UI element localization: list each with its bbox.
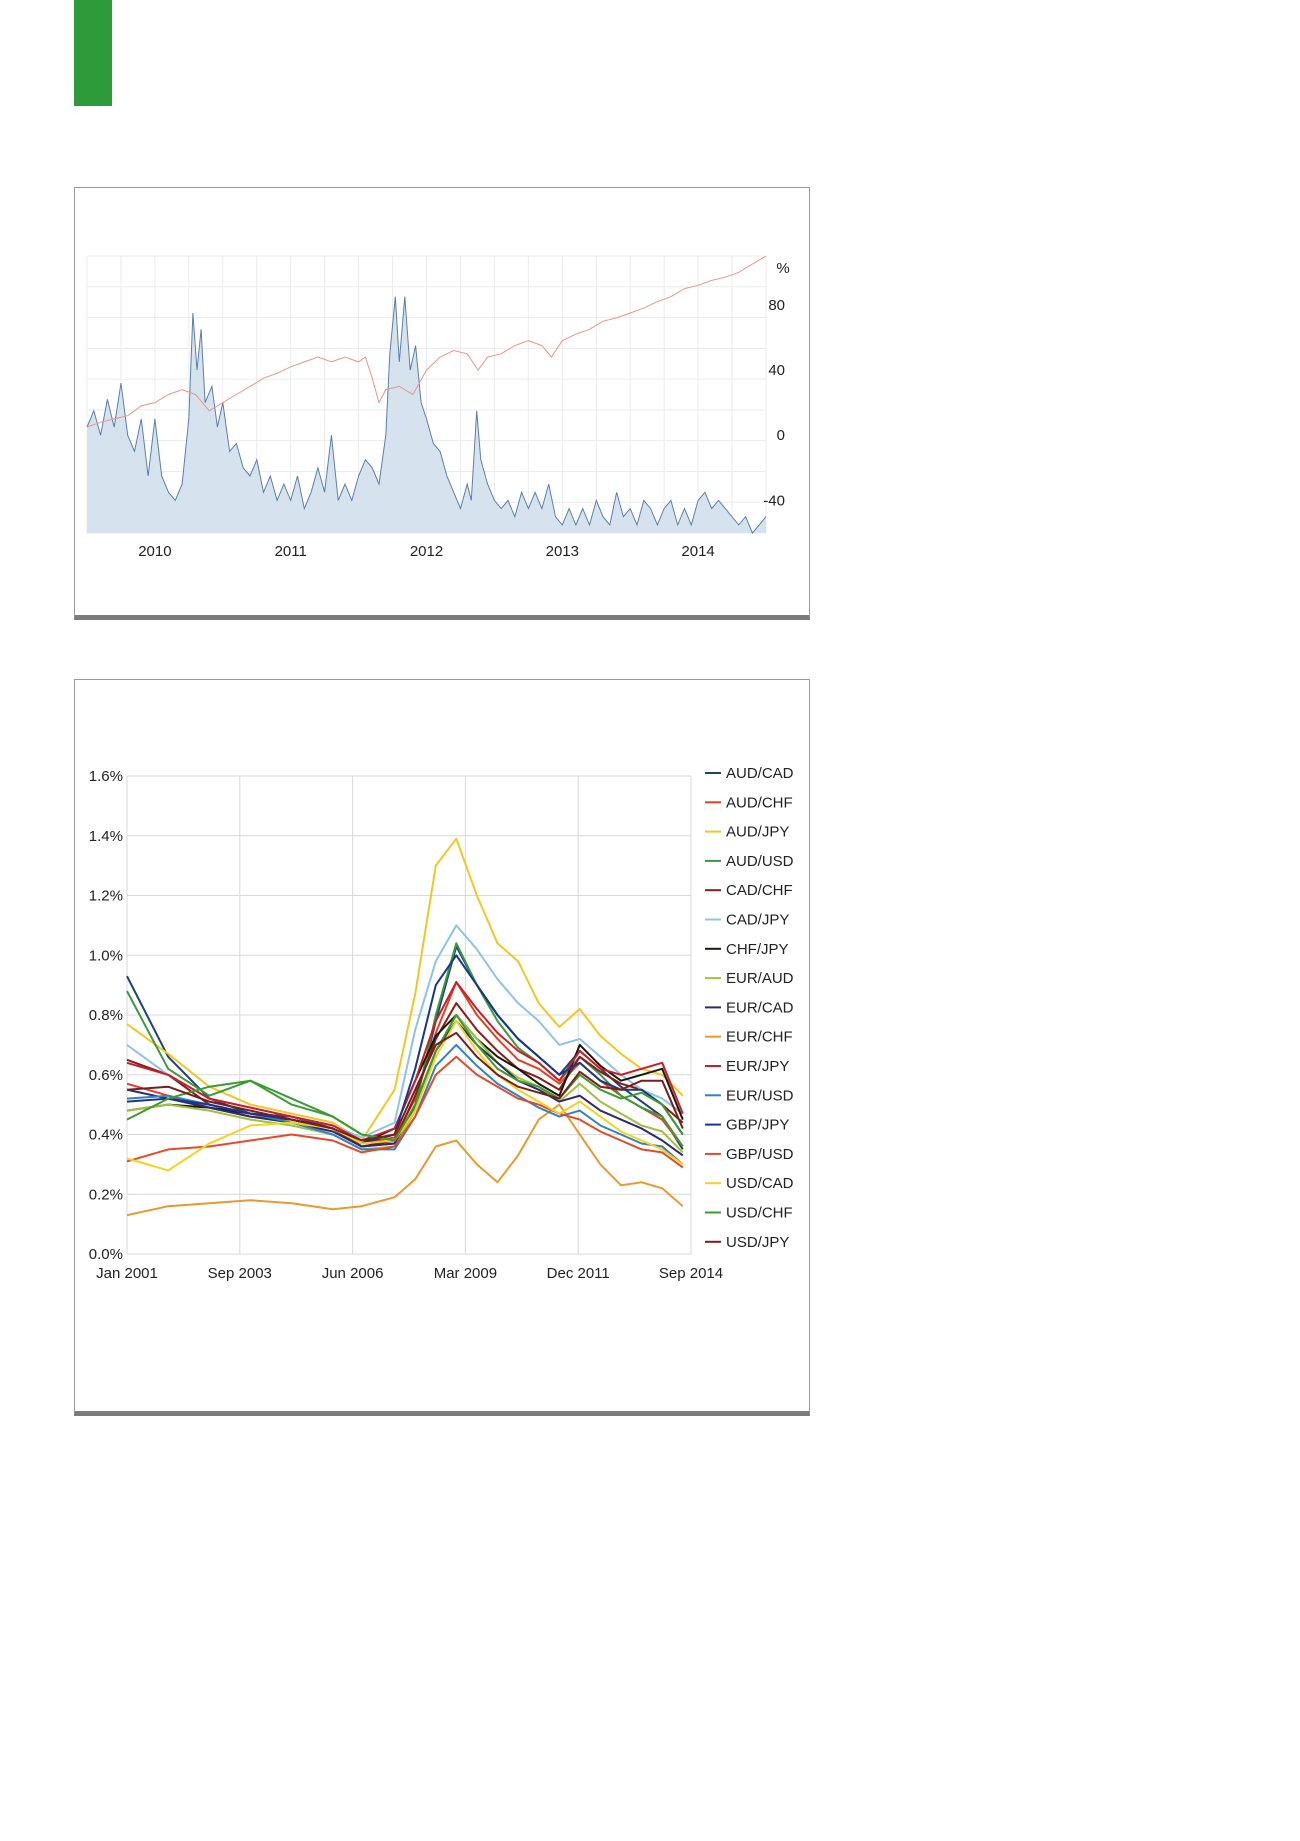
legend-label: AUD/USD [726,853,794,870]
area-series-line [86,296,767,534]
line-series [86,255,767,428]
x-tick-label: Mar 2009 [434,1265,497,1282]
y-tick-label: 1.4% [89,828,123,845]
legend-label: GBP/USD [726,1146,794,1163]
top-chart: % 80 40 0 -40 2010 2011 2012 2013 2014 [86,255,790,560]
y-tick-label: 1.2% [89,888,123,905]
series-line-eur-cad [126,1020,684,1157]
legend-label: EUR/CHF [726,1029,793,1046]
series-line-gbp-jpy [126,954,684,1145]
top-y-ticks: % 80 40 0 -40 [763,260,789,509]
legend: AUD/CAD AUD/CHF AUD/JPY AUD/USD CAD/CHF CAD/J… [705,765,794,1251]
legend-label: USD/CAD [726,1175,794,1192]
x-tick-label: 2010 [138,543,171,560]
legend-label: GBP/JPY [726,1117,789,1134]
series-line-usd-jpy [126,1031,684,1142]
legend-label: EUR/CAD [726,999,794,1016]
series-line-eur-jpy [126,981,684,1142]
bottom-grid [126,775,692,1255]
y-tick-label: 80 [768,297,785,314]
series-lines [126,837,684,1217]
legend-label: AUD/CAD [726,765,794,782]
series-line-gbp-usd [126,1055,684,1169]
legend-label: CAD/CHF [726,882,793,899]
top-chart-panel: % 80 40 0 -40 2010 2011 2012 2013 2014 [74,187,810,620]
x-tick-label: Sep 2003 [208,1265,272,1282]
series-line-eur-aud [126,1014,684,1154]
legend-label: USD/CHF [726,1205,793,1222]
series-line-usd-cad [126,1020,684,1172]
y-unit-label: % [776,260,789,277]
y-tick-label: 0.2% [89,1186,123,1203]
series-line-aud-jpy [126,837,684,1142]
legend-label: EUR/USD [726,1087,794,1104]
x-tick-label: 2013 [546,543,579,560]
top-x-ticks: 2010 2011 2012 2013 2014 [138,543,715,560]
legend-label: CAD/JPY [726,912,789,929]
series-line-usd-chf [126,1014,684,1142]
bottom-chart: 0.0% 0.2% 0.4% 0.6% 0.8% 1.0% 1.2% 1.4% 1.6% Jan … [89,765,794,1282]
bottom-chart-panel: 0.0% 0.2% 0.4% 0.6% 0.8% 1.0% 1.2% 1.4% 1.6% Jan … [74,679,810,1416]
legend-label: CHF/JPY [726,941,789,958]
area-fill [87,296,766,533]
x-tick-label: Jan 2001 [96,1265,158,1282]
y-tick-label: 0.8% [89,1007,123,1024]
legend-label: EUR/JPY [726,1058,789,1075]
y-tick-label: 1.6% [89,768,123,785]
bottom-x-ticks: Jan 2001 Sep 2003 Jun 2006 Mar 2009 Dec 2011… [96,1265,723,1282]
y-tick-label: 0 [777,427,785,444]
legend-label: AUD/CHF [726,794,793,811]
bottom-y-ticks: 0.0% 0.2% 0.4% 0.6% 0.8% 1.0% 1.2% 1.4% 1.6% [89,768,123,1263]
y-tick-label: 0.0% [89,1246,123,1263]
series-line-eur-chf [126,1103,684,1217]
x-tick-label: Sep 2014 [659,1265,723,1282]
section-marker [74,0,112,106]
legend-label: EUR/AUD [726,970,794,987]
y-tick-label: -40 [763,492,785,509]
legend-label: USD/JPY [726,1234,789,1251]
series-line-eur-usd [126,1043,684,1166]
x-tick-label: Jun 2006 [322,1265,384,1282]
x-tick-label: 2011 [275,543,307,560]
y-tick-label: 0.6% [89,1067,123,1084]
y-tick-label: 1.0% [89,947,123,964]
legend-label: AUD/JPY [726,824,789,841]
y-tick-label: 0.4% [89,1127,123,1144]
x-tick-label: 2014 [681,543,714,560]
x-tick-label: Dec 2011 [547,1265,610,1282]
x-tick-label: 2012 [410,543,443,560]
y-tick-label: 40 [768,362,785,379]
